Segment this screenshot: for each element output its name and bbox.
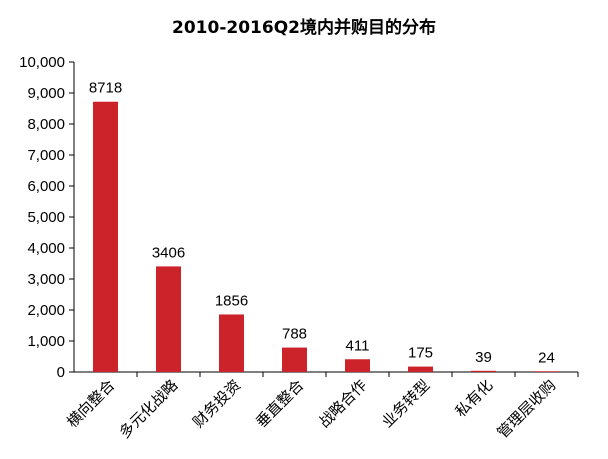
category-label: 战略合作 xyxy=(315,376,370,431)
bar xyxy=(156,266,181,372)
category-label: 财务投资 xyxy=(189,376,244,431)
data-label: 8718 xyxy=(89,80,122,97)
y-tick-label: 4,000 xyxy=(27,240,65,257)
y-tick-label: 10,000 xyxy=(19,54,65,71)
data-label: 175 xyxy=(408,345,433,362)
y-tick-label: 9,000 xyxy=(27,85,65,102)
category-label: 私有化 xyxy=(452,376,497,421)
category-label: 横向整合 xyxy=(63,376,118,431)
y-tick-label: 0 xyxy=(57,364,65,381)
bar xyxy=(471,370,496,372)
plot-area: 0 1,000 2,000 3,000 4,000 5,000 6,000 7,000 8,00… xyxy=(19,54,579,442)
y-tick-label: 8,000 xyxy=(27,116,65,133)
bar xyxy=(345,359,370,372)
data-label: 3406 xyxy=(152,244,185,261)
category-label: 垂直整合 xyxy=(252,376,307,431)
bar xyxy=(93,101,118,372)
category-label: 多元化战略 xyxy=(116,376,182,442)
y-tick-label: 1,000 xyxy=(27,333,65,350)
bar xyxy=(408,366,433,372)
data-label: 788 xyxy=(282,326,307,343)
y-tick-label: 6,000 xyxy=(27,178,65,195)
chart-title: 2010-2016Q2境内并购目的分布 xyxy=(172,17,436,38)
y-tick-label: 3,000 xyxy=(27,271,65,288)
category-label: 管理层收购 xyxy=(494,376,560,442)
bar xyxy=(282,347,307,372)
data-label: 39 xyxy=(475,349,492,366)
y-tick-label: 5,000 xyxy=(27,209,65,226)
data-label: 1856 xyxy=(215,292,248,309)
y-tick-label: 2,000 xyxy=(27,302,65,319)
data-label: 24 xyxy=(538,349,555,366)
bar xyxy=(534,371,559,372)
bar xyxy=(219,314,244,372)
data-label: 411 xyxy=(346,337,370,354)
category-label: 业务转型 xyxy=(378,376,433,431)
y-tick-label: 7,000 xyxy=(27,147,65,164)
